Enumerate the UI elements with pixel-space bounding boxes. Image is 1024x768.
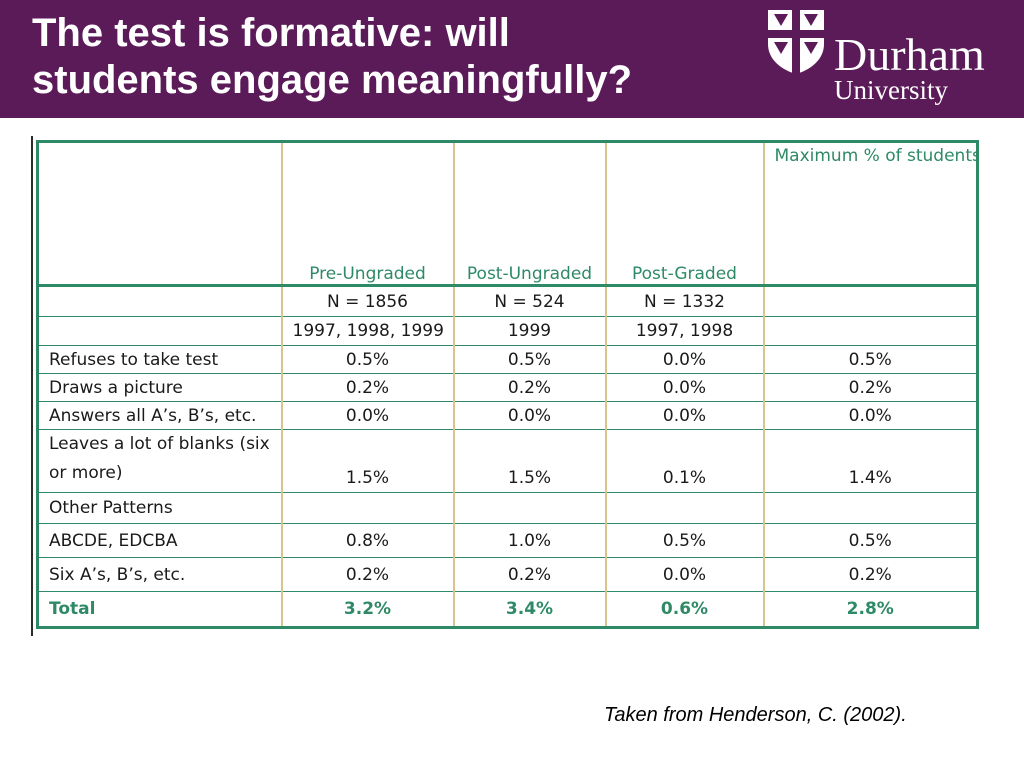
table-cell: N = 524 [452,285,607,317]
header-post-ungraded: Post-Ungraded [452,140,607,287]
header-maximum-percent: Maximum % of students not taking test se… [762,140,979,287]
logo-subwordmark: University [834,75,948,105]
sample-size-row: N = 1856 N = 524 N = 1332 [36,285,979,317]
table-cell [762,285,979,317]
table-cell: 1.5% [452,429,607,493]
table-cell: 0.2% [280,373,455,402]
table-cell: 1.0% [452,523,607,558]
row-label: Total [36,591,283,629]
table-cell: 0.0% [452,401,607,430]
header-cell-blank [36,140,283,287]
row-label: Answers all A’s, B’s, etc. [36,401,283,430]
table-cell: 2.8% [762,591,979,629]
slide-title-line-1: The test is formative: will [32,11,510,55]
other-patterns-row: Other Patterns [36,492,979,524]
table-cell: 0.0% [762,401,979,430]
table-cell: 0.5% [604,523,765,558]
table-cell: 1997, 1998 [604,316,765,346]
table-cell: 0.8% [280,523,455,558]
row-label: Leaves a lot of blanks (six or more) [36,429,283,493]
row-label: ABCDE, EDCBA [36,523,283,558]
table-cell [280,492,455,524]
table-cell: 0.0% [280,401,455,430]
table-cell [762,492,979,524]
table-cell: 1997, 1998, 1999 [280,316,455,346]
title-banner: The test is formative: will students eng… [0,0,1024,118]
table-cell: 0.2% [280,557,455,592]
table-row: Leaves a lot of blanks (six or more) 1.5… [36,429,979,493]
table-row: Answers all A’s, B’s, etc. 0.0% 0.0% 0.0… [36,401,979,430]
table-cell: 1.4% [762,429,979,493]
table-cell: 3.2% [280,591,455,629]
table-cell: 0.1% [604,429,765,493]
table-header-row: Pre-Ungraded Post-Ungraded Post-Graded M… [36,140,979,287]
table-cell: N = 1332 [604,285,765,317]
table-cell: 1.5% [280,429,455,493]
row-label: Refuses to take test [36,345,283,374]
table-cell: 0.0% [604,345,765,374]
header-pre-ungraded: Pre-Ungraded [280,140,455,287]
table-cell: 0.6% [604,591,765,629]
table-cell: 0.5% [762,523,979,558]
table-cell: 0.0% [604,401,765,430]
table-cell: 0.5% [452,345,607,374]
table-row: Draws a picture 0.2% 0.2% 0.0% 0.2% [36,373,979,402]
logo-wordmark: Durham [834,29,985,80]
left-rule [31,136,33,636]
table-cell: 0.5% [762,345,979,374]
table-cell: 0.0% [604,373,765,402]
table-cell: 0.2% [762,373,979,402]
results-table: Pre-Ungraded Post-Ungraded Post-Graded M… [36,140,979,629]
header-post-graded: Post-Graded [604,140,765,287]
table-cell [762,316,979,346]
table-cell: 0.2% [452,557,607,592]
row-label: Other Patterns [36,492,283,524]
table-cell [36,316,283,346]
slide-title-line-2: students engage meaningfully? [32,58,633,102]
table-cell: N = 1856 [280,285,455,317]
table-cell: 1999 [452,316,607,346]
table-cell: 0.2% [762,557,979,592]
years-row: 1997, 1998, 1999 1999 1997, 1998 [36,316,979,346]
table-cell [452,492,607,524]
table-cell: 0.2% [452,373,607,402]
results-table-container: Pre-Ungraded Post-Ungraded Post-Graded M… [36,140,979,629]
table-cell: 3.4% [452,591,607,629]
citation-text: Taken from Henderson, C. (2002). [604,704,907,726]
crest-icon [768,10,824,74]
durham-university-logo: Durham University [762,6,1012,110]
row-label: Draws a picture [36,373,283,402]
total-row: Total 3.2% 3.4% 0.6% 2.8% [36,591,979,629]
table-row: Six A’s, B’s, etc. 0.2% 0.2% 0.0% 0.2% [36,557,979,592]
slide-title: The test is formative: will students eng… [32,10,632,104]
table-row: ABCDE, EDCBA 0.8% 1.0% 0.5% 0.5% [36,523,979,558]
table-cell [604,492,765,524]
table-row: Refuses to take test 0.5% 0.5% 0.0% 0.5% [36,345,979,374]
table-cell [36,285,283,317]
row-label: Six A’s, B’s, etc. [36,557,283,592]
table-cell: 0.5% [280,345,455,374]
table-cell: 0.0% [604,557,765,592]
